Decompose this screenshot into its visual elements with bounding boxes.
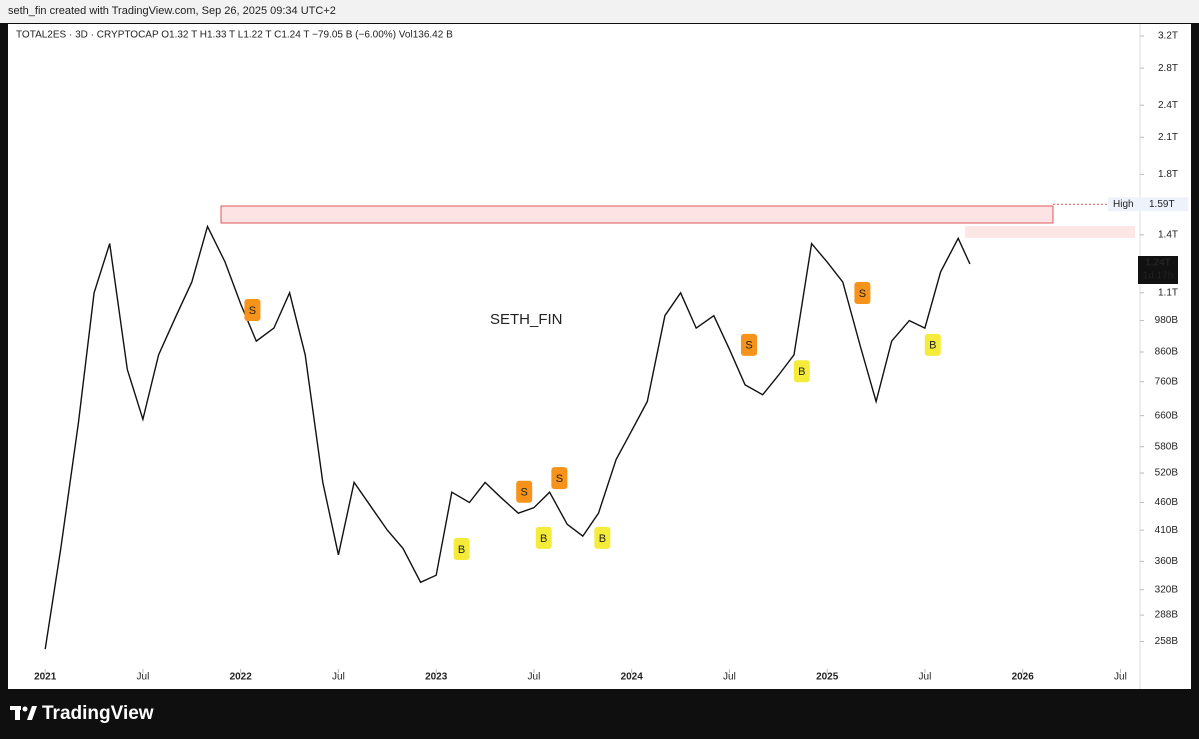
caption: seth_fin created with TradingView.com, S… [8,5,336,17]
y-tick-label: 410B [1155,525,1179,536]
signal-label: B [458,544,465,556]
last-price-label: 1.24T [1145,258,1171,269]
x-tick-label: Jul [723,672,736,683]
x-tick-label: Jul [919,672,932,683]
signal-label: S [859,288,866,300]
y-tick-label: 760B [1155,376,1179,387]
signal-label: S [249,305,256,317]
signal-label: S [745,340,752,352]
signal-label: B [540,533,547,545]
y-tick-label: 1.4T [1158,229,1178,240]
resistance-zone [220,205,1054,224]
signal-marker [244,299,261,322]
signal-label: S [520,487,527,499]
y-tick-label: 520B [1155,468,1179,479]
signal-label: S [556,473,563,485]
signal-marker [516,480,533,503]
footer: TradingView [0,690,1199,739]
price-line [44,224,971,650]
signal-marker [594,526,611,549]
y-tick-label: 580B [1155,441,1179,452]
brand-logo [10,706,37,720]
x-tick-label: 2023 [425,672,448,683]
watermark: SETH_FIN [490,311,563,328]
signal-marker [924,333,941,356]
high-label: 1.59T [1149,199,1175,210]
x-tick-label: 2026 [1012,672,1035,683]
resistance-band [965,226,1135,238]
y-tick-label: 1.1T [1158,287,1178,298]
y-tick-label: 660B [1155,410,1179,421]
chart-background [8,24,1191,689]
x-tick-label: 2021 [34,672,57,683]
symbol-legend: TOTAL2ES · 3D · CRYPTOCAP O1.32 T H1.33 … [16,30,453,41]
chart: TOTAL2ES · 3D · CRYPTOCAP O1.32 T H1.33 … [8,24,1191,689]
y-tick-label: 1.8T [1158,169,1178,180]
signal-marker [854,282,871,305]
y-tick-label: 2.4T [1158,100,1178,111]
signal-label: B [599,533,606,545]
y-tick-label: 288B [1155,610,1179,621]
x-tick-label: 2025 [816,672,839,683]
y-tick-label: 460B [1155,497,1179,508]
signal-marker [551,467,568,490]
y-tick-label: 860B [1155,347,1179,358]
y-tick-label: 360B [1155,556,1179,567]
high-box [1108,197,1188,212]
x-tick-label: Jul [137,672,150,683]
x-tick-label: Jul [1114,672,1127,683]
x-tick-label: Jul [528,672,541,683]
y-tick-label: 980B [1155,315,1179,326]
brand[interactable]: TradingView [42,703,154,724]
y-tick-label: 3.2T [1158,31,1178,42]
signal-marker [793,360,810,383]
countdown: 1d 17h [1143,271,1174,282]
last-price-box [1138,255,1178,284]
y-tick-label: 2.8T [1158,63,1178,74]
high-title: High [1113,199,1134,210]
signal-marker [740,333,757,356]
signal-label: B [929,340,936,352]
x-tick-label: 2024 [621,672,644,683]
y-tick-label: 258B [1155,636,1179,647]
x-tick-label: 2022 [230,672,253,683]
y-tick-label: 320B [1155,584,1179,595]
y-tick-label: 2.1T [1158,132,1178,143]
signal-marker [535,526,552,549]
caption-bar: seth_fin created with TradingView.com, S… [0,0,1199,23]
signal-label: B [798,366,805,378]
signal-marker [453,538,470,561]
x-tick-label: Jul [332,672,345,683]
